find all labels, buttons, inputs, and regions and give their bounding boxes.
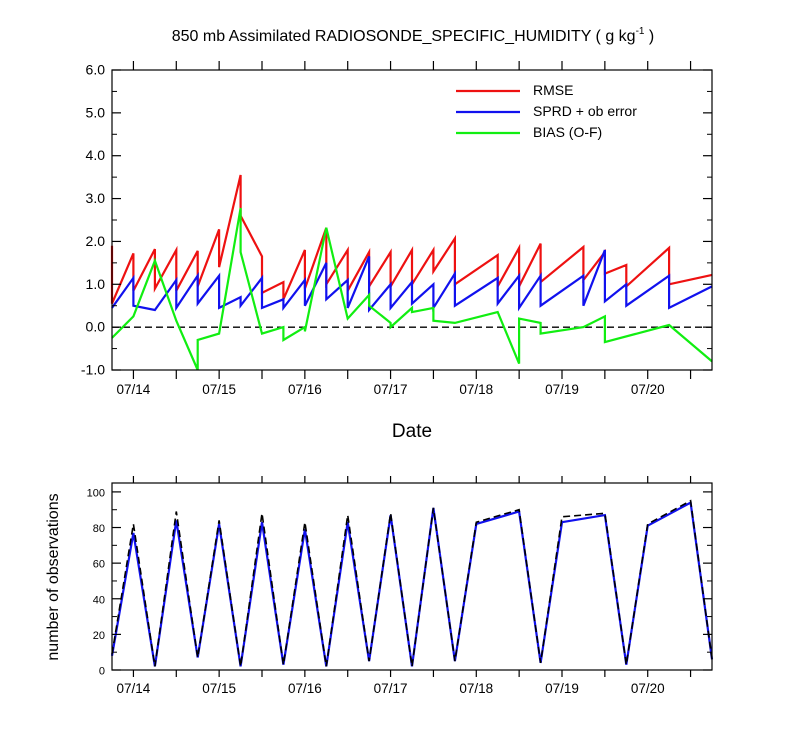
x-axis-label: Date — [392, 421, 432, 442]
series-assimilated — [110, 500, 714, 667]
y-tick-label: 0.0 — [86, 319, 106, 335]
y-tick-label: 100 — [87, 487, 105, 499]
y-tick-label: 20 — [93, 630, 105, 642]
x-tick-label: 07/18 — [459, 681, 493, 696]
x-tick-label: 07/17 — [374, 382, 408, 397]
x-tick-label: 07/15 — [202, 681, 236, 696]
x-tick-label: 07/17 — [374, 681, 408, 696]
observations-chart: 0 20 40 60 80 100 07/14 07/15 07/16 07/17 07/18 07/… — [45, 476, 714, 696]
y-tick-label: 60 — [93, 559, 105, 571]
chart-title-suffix: ) — [644, 28, 654, 45]
y-tick-label: 40 — [93, 594, 105, 606]
series-bias-o-f — [111, 207, 713, 371]
series-possible — [111, 499, 713, 667]
chart-title: 850 mb Assimilated RADIOSONDE_SPECIFIC_H… — [172, 26, 655, 45]
x-tick-label: 07/19 — [545, 382, 579, 397]
chart-title-superscript: -1 — [636, 26, 645, 37]
series-rmse — [110, 174, 713, 305]
y-tick-label: 2.0 — [86, 233, 106, 249]
y-tick-label: 6.0 — [86, 62, 106, 78]
x-tick-label: 07/15 — [202, 382, 236, 397]
y-tick-label: 4.0 — [86, 147, 106, 163]
y-tick-label: 3.0 — [86, 190, 106, 206]
legend-label: SPRD + ob error — [533, 103, 637, 119]
x-tick-label: 07/14 — [117, 382, 151, 397]
x-tick-label: 07/19 — [545, 681, 579, 696]
y-axis-label: number of observations — [45, 493, 62, 660]
x-tick-label: 07/18 — [459, 382, 493, 397]
x-tick-label: 07/20 — [631, 681, 665, 696]
series-sprd-ob-error — [111, 249, 713, 314]
x-tick-label: 07/16 — [288, 681, 322, 696]
y-tick-label: 80 — [93, 523, 105, 535]
legend: RMSE SPRD + ob error BIAS (O-F) — [456, 82, 637, 140]
y-tick-label: 1.0 — [86, 276, 106, 292]
obs-plot-frame — [111, 482, 713, 671]
x-tick-label: 07/14 — [117, 681, 151, 696]
x-tick-label: 07/16 — [288, 382, 322, 397]
y-tick-label: -1.0 — [81, 362, 105, 378]
legend-label: RMSE — [533, 82, 573, 98]
y-tick-label: 5.0 — [86, 104, 106, 120]
y-tick-label: 0 — [99, 666, 105, 678]
chart-title-main: 850 mb Assimilated RADIOSONDE_SPECIFIC_H… — [172, 28, 636, 45]
main-chart: 850 mb Assimilated RADIOSONDE_SPECIFIC_H… — [81, 26, 713, 442]
legend-label: BIAS (O-F) — [533, 124, 602, 140]
x-tick-label: 07/20 — [631, 382, 665, 397]
